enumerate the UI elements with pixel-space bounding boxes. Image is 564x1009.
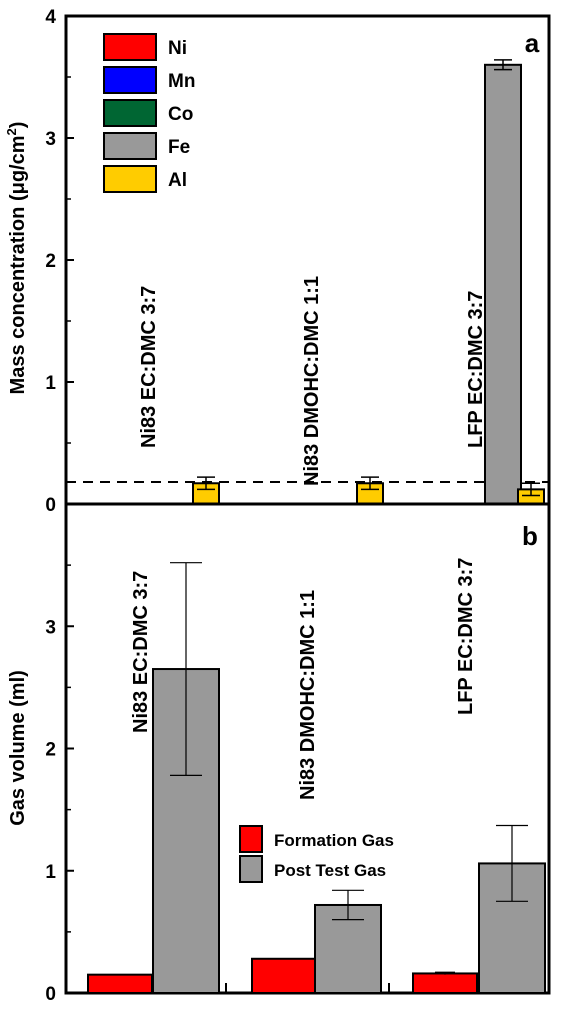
panel-b-group-label: LFP EC:DMC 3:7 bbox=[455, 558, 477, 715]
bar-fe bbox=[484, 63, 522, 506]
panel-a-ytick-label: 1 bbox=[45, 373, 56, 394]
legend-label-fe: Fe bbox=[168, 137, 190, 158]
panel-b-ytick-label: 2 bbox=[45, 740, 56, 761]
bar-formation-gas bbox=[412, 972, 478, 995]
panel-a-ylabel-close: ) bbox=[7, 122, 29, 129]
legend-swatch-fe bbox=[103, 132, 157, 160]
legend-label-al: Al bbox=[168, 170, 187, 191]
panel-a-group-label: Ni83 DMOHC:DMC 1:1 bbox=[301, 276, 323, 486]
panel-b-ytick-label: 1 bbox=[45, 862, 56, 883]
panel-a-group-label: LFP EC:DMC 3:7 bbox=[465, 291, 487, 448]
bar-formation-gas bbox=[251, 957, 317, 995]
panel-a-letter: a bbox=[525, 28, 540, 58]
panel-b-ylabel: Gas volume (ml) bbox=[7, 670, 29, 826]
legend-swatch-co bbox=[103, 99, 157, 127]
panel-a-ytick-label: 3 bbox=[45, 129, 56, 150]
panel-b-group-label: Ni83 DMOHC:DMC 1:1 bbox=[297, 590, 319, 800]
legend-label-formation-gas: Formation Gas bbox=[274, 831, 394, 850]
panel-b-ytick-label: 3 bbox=[45, 617, 56, 638]
legend-label-post-test-gas: Post Test Gas bbox=[274, 861, 386, 880]
panel-a-ylabel-sup: 2 bbox=[4, 128, 19, 135]
panel-a-ylabel-unit: μg/cm bbox=[7, 135, 29, 194]
panel-b: Gas volume (ml) b 0 1 2 3 Formation Gas Post … bbox=[7, 502, 551, 1005]
legend-label-co: Co bbox=[168, 104, 193, 125]
legend-swatch-post-test-gas bbox=[239, 855, 263, 883]
bar-formation-gas bbox=[87, 973, 153, 994]
legend-swatch-al bbox=[103, 165, 157, 193]
panel-b-group-label: Ni83 EC:DMC 3:7 bbox=[130, 571, 152, 733]
panel-a-ytick-label: 0 bbox=[45, 495, 56, 516]
panel-b-letter: b bbox=[522, 521, 538, 551]
legend-label-mn: Mn bbox=[168, 71, 195, 92]
legend-label-ni: Ni bbox=[168, 38, 187, 59]
panel-a-ylabel: Mass concentration (μg/cm2) bbox=[4, 122, 29, 395]
panel-b-ytick-label: 0 bbox=[45, 984, 56, 1005]
legend-swatch-formation-gas bbox=[239, 825, 263, 853]
panel-a-ylabel-text: Mass concentration ( bbox=[7, 194, 29, 394]
panel-a-ytick-label: 2 bbox=[45, 251, 56, 272]
legend-swatch-ni bbox=[103, 33, 157, 61]
panel-a: Mass concentration (μg/cm2) a 01234NiMnC… bbox=[4, 7, 551, 516]
panel-a-ytick-label: 4 bbox=[45, 7, 56, 28]
panel-a-group-label: Ni83 EC:DMC 3:7 bbox=[138, 286, 160, 448]
legend-swatch-mn bbox=[103, 66, 157, 94]
